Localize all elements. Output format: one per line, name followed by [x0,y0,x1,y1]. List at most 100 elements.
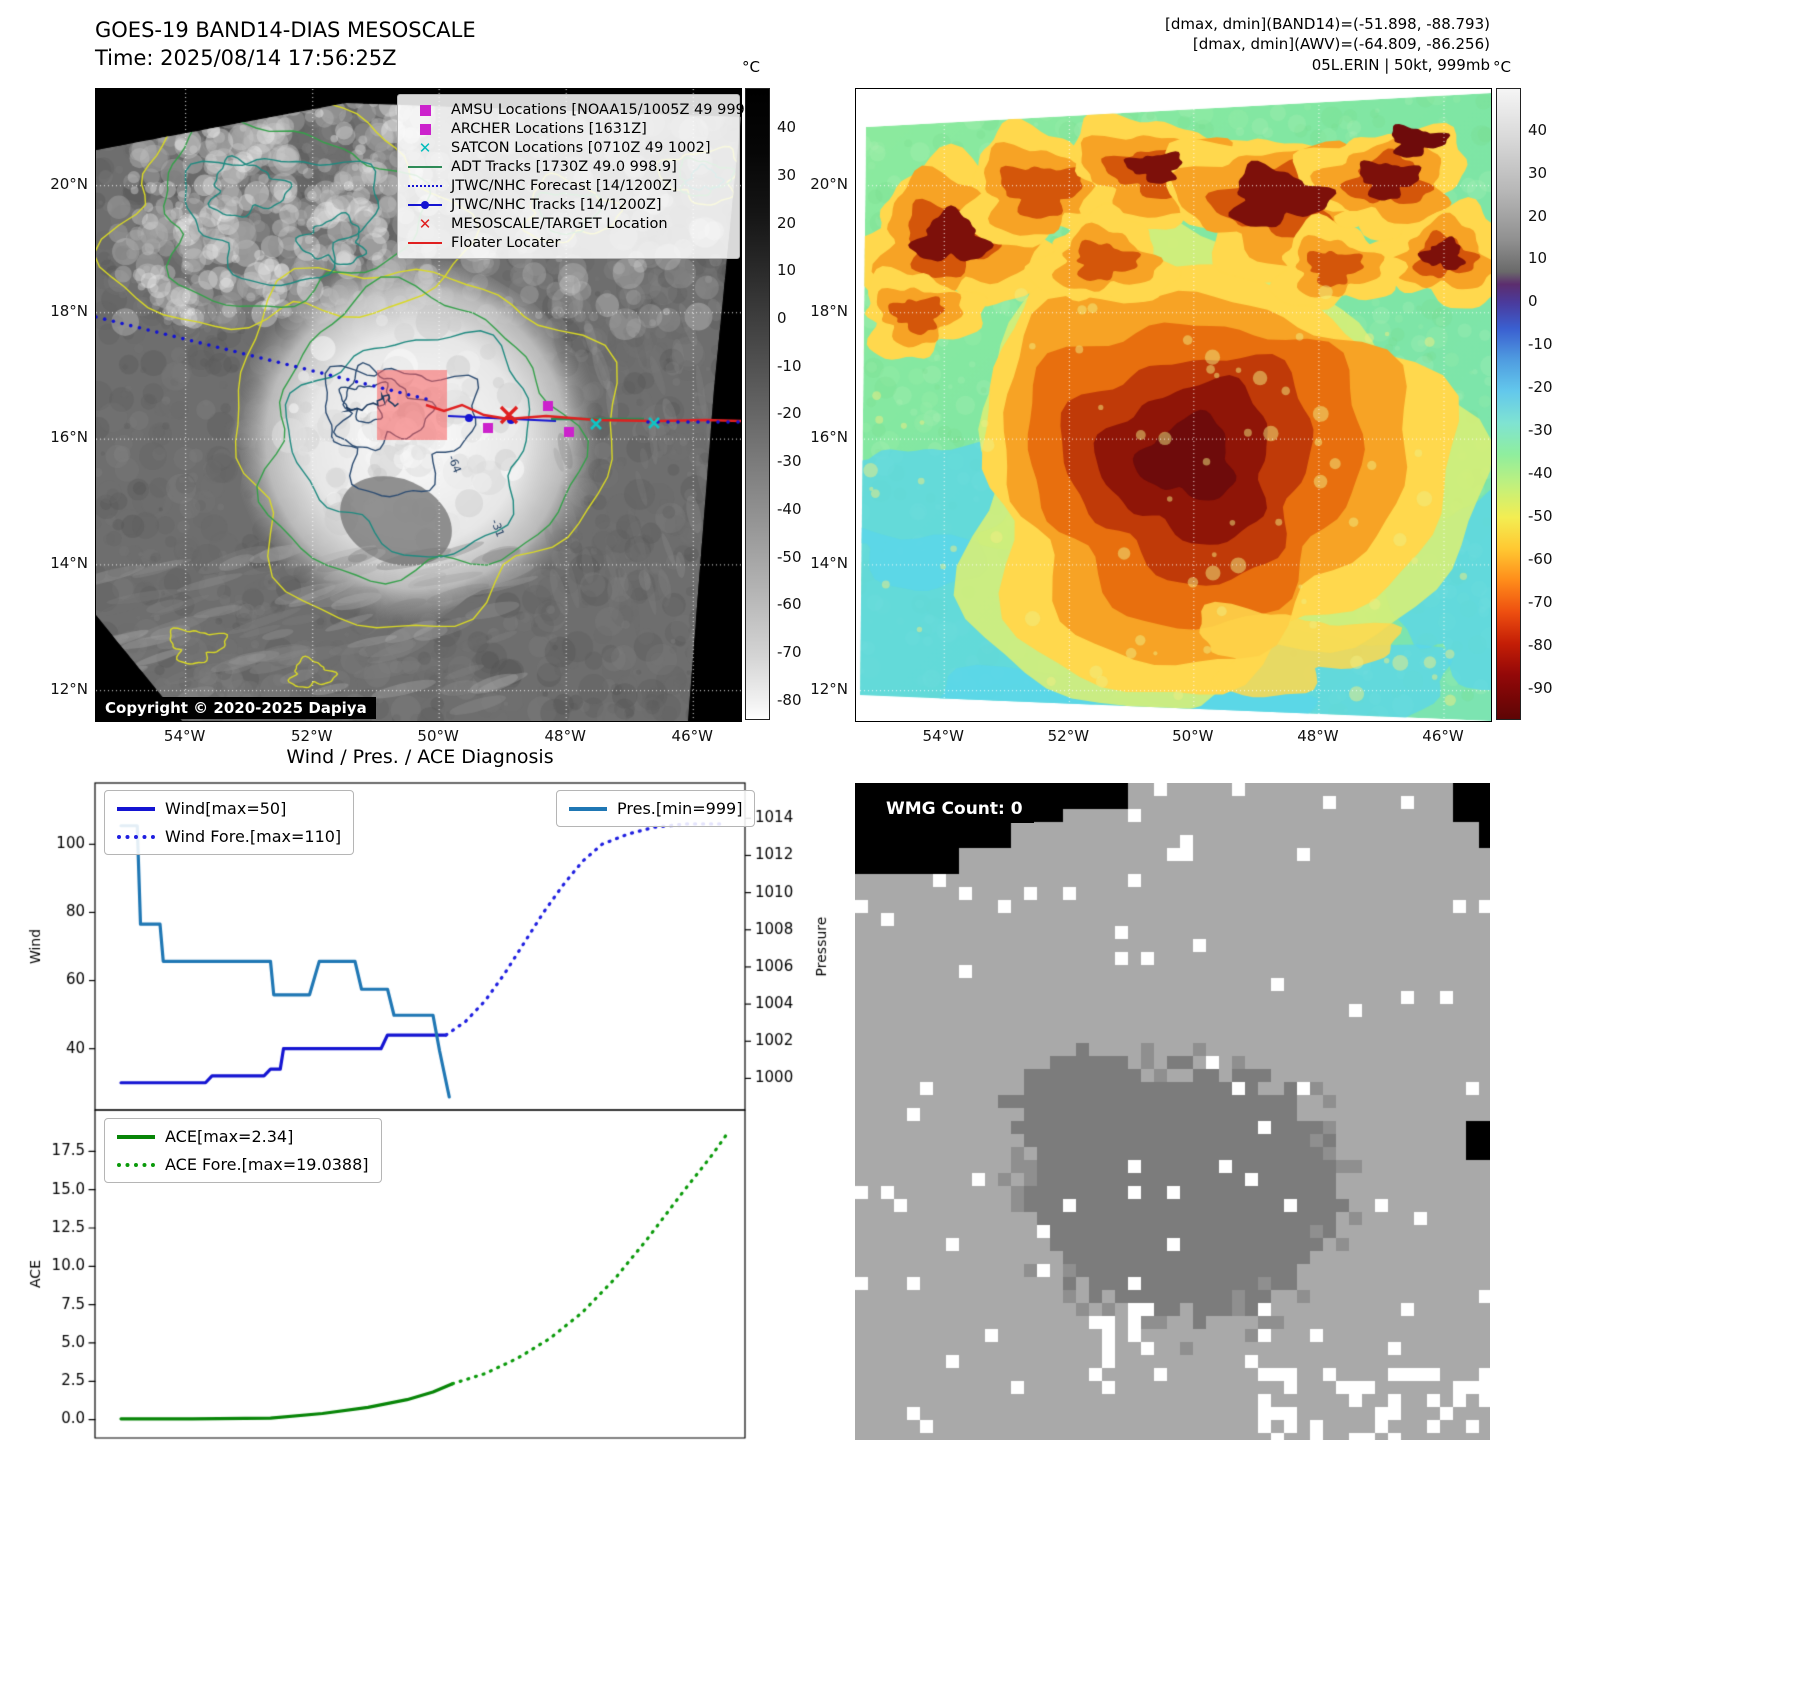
wind-legend: Wind[max=50] Wind Fore.[max=110] [104,790,355,855]
colorbar-tick-label: 40 [777,118,797,137]
dotted-line-icon [117,834,155,839]
lon-tick-label: 48°W [1297,727,1339,745]
map-legend-item: ARCHER Locations [1631Z] [407,121,730,137]
lat-tick-label: 20°N [50,174,88,193]
track-line-dot-icon [407,197,443,213]
marker-line [408,166,442,168]
band14-colorbar [745,88,770,720]
colorbar-tick-label: -70 [1528,592,1553,611]
marker-x: ✕ [418,138,432,157]
marker-square [419,123,431,135]
map-legend-label: MESOSCALE/TARGET Location [451,216,668,232]
map-legend-label: ARCHER Locations [1631Z] [451,121,647,137]
awv-satellite-canvas [855,88,1492,722]
colorbar-tick-label: 30 [777,165,797,184]
wmg-canvas [855,783,1490,1440]
dotted-line-icon [117,1162,155,1167]
copyright-banner: Copyright © 2020-2025 Dapiya [96,697,376,719]
lat-tick-label: 14°N [50,553,88,572]
chart-legend-label: Wind Fore.[max=110] [165,827,342,846]
ace-legend: ACE[max=2.34] ACE Fore.[max=19.0388] [104,1118,382,1183]
band14-panel-title: GOES-19 BAND14-DIAS MESOSCALE Time: 2025… [95,16,476,73]
lat-tick-label: 12°N [50,679,88,698]
solid-line-icon [117,1134,155,1139]
map-legend-item: Floater Locater [407,235,730,251]
marker-dotted-line [408,185,442,187]
map-legend-label: AMSU Locations [NOAA15/1005Z 49 999] [451,102,751,118]
colorbar-tick-label: 10 [777,261,797,280]
colorbar-tick-label: 10 [1528,249,1548,268]
colorbar-tick-label: -40 [1528,464,1553,483]
lon-tick-label: 48°W [544,727,586,745]
colorbar-tick-label: -10 [777,356,802,375]
lon-tick-label: 46°W [671,727,713,745]
lon-tick-label: 52°W [1047,727,1090,745]
lat-tick-label: 12°N [810,679,848,698]
diagnosis-chart-canvas [20,745,830,1445]
pressure-legend: Pres.[min=999] [556,790,756,827]
map-legend-item: AMSU Locations [NOAA15/1005Z 49 999] [407,102,750,118]
adt-line-icon [407,159,443,175]
chart-legend-label: ACE[max=2.34] [165,1127,294,1146]
satcon-x-icon: ✕ [407,140,443,156]
map-legend-label: JTWC/NHC Forecast [14/1200Z] [451,178,678,194]
map-legend-label: ADT Tracks [1730Z 49.0 998.9] [451,159,677,175]
colorbar-tick-label: 20 [777,213,797,232]
colorbar-tick-label: -80 [777,690,802,709]
lon-tick-label: 54°W [163,727,206,745]
colorbar-tick-label: -30 [777,452,802,471]
colorbar-tick-label: -80 [1528,635,1553,654]
colorbar-tick-label: -60 [777,595,802,614]
awv-annotations: [dmax, dmin](BAND14)=(-51.898, -88.793) … [1165,14,1490,75]
band14-map-legend: AMSU Locations [NOAA15/1005Z 49 999] ARCH… [397,94,750,259]
lon-tick-label: 50°W [417,727,459,745]
map-legend-item: JTWC/NHC Tracks [14/1200Z] [407,197,730,213]
solid-line-icon [569,806,607,811]
awv-annotation-storm: 05L.ERIN | 50kt, 999mb [1311,55,1490,74]
map-legend-label: JTWC/NHC Tracks [14/1200Z] [451,197,662,213]
band14-title-line1: GOES-19 BAND14-DIAS MESOSCALE [95,18,476,42]
map-legend-item: ADT Tracks [1730Z 49.0 998.9] [407,159,730,175]
colorbar-tick-label: -60 [1528,549,1553,568]
chart-legend-item: Wind Fore.[max=110] [117,827,341,846]
wmg-count-badge: WMG Count: 0 [875,795,1034,823]
amsu-square-icon [407,102,443,118]
band14-title-line2: Time: 2025/08/14 17:56:25Z [95,46,397,71]
floater-line-icon [407,235,443,251]
lon-tick-label: 54°W [922,727,964,745]
map-legend-item: JTWC/NHC Forecast [14/1200Z] [407,178,730,194]
lat-tick-label: 18°N [810,301,848,320]
map-legend-label: SATCON Locations [0710Z 49 1002] [451,140,711,156]
map-legend-label: Floater Locater [451,235,561,251]
colorbar-tick-label: -50 [1528,507,1553,526]
chart-legend-label: ACE Fore.[max=19.0388] [165,1155,369,1174]
lat-tick-label: 16°N [50,428,88,447]
lat-tick-label: 20°N [810,174,848,193]
target-x-icon: ✕ [407,216,443,232]
colorbar-tick-label: -40 [777,499,802,518]
colorbar-tick-label: 20 [1528,206,1548,225]
colorbar-tick-label: -30 [1528,421,1553,440]
chart-legend-item: Wind[max=50] [117,799,341,818]
colorbar-tick-label: 0 [777,309,787,328]
forecast-dotted-line-icon [407,178,443,194]
colorbar-tick-label: -90 [1528,678,1553,697]
colorbar-tick-label: -20 [1528,378,1553,397]
awv-annotation-band14: [dmax, dmin](BAND14)=(-51.898, -88.793) [1165,15,1490,33]
solid-line-icon [117,806,155,811]
colorbar-tick-label: 30 [1528,163,1548,182]
lat-tick-label: 16°N [810,428,848,447]
marker-x: ✕ [418,214,432,233]
marker-square [419,104,431,116]
awv-annotation-awv: [dmax, dmin](AWV)=(-64.809, -86.256) [1192,35,1490,54]
chart-legend-item: ACE[max=2.34] [117,1127,369,1146]
lat-tick-label: 14°N [810,553,848,572]
lon-tick-label: 46°W [1422,727,1464,745]
chart-legend-label: Wind[max=50] [165,799,287,818]
lat-tick-label: 18°N [50,301,88,320]
colorbar-tick-label: -10 [1528,335,1553,354]
chart-legend-item: ACE Fore.[max=19.0388] [117,1155,369,1174]
colorbar-tick-label: 0 [1528,292,1538,311]
awv-colorbar-unit: °C [1493,58,1511,76]
